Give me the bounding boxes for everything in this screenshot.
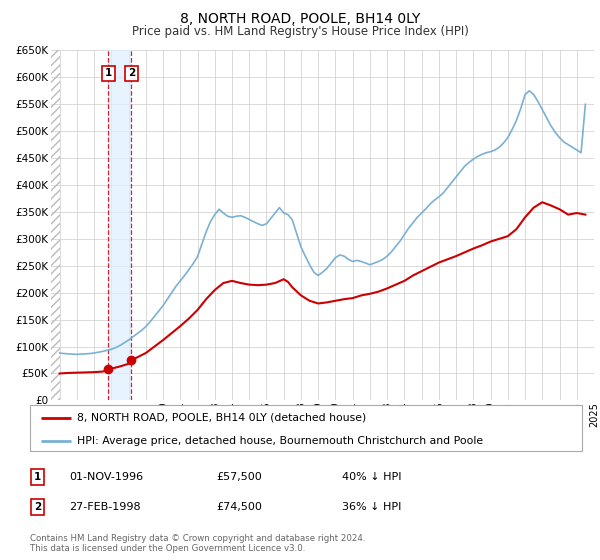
Text: 1: 1 <box>34 472 41 482</box>
Text: 2: 2 <box>128 68 135 78</box>
Text: 1: 1 <box>105 68 112 78</box>
Text: 8, NORTH ROAD, POOLE, BH14 0LY: 8, NORTH ROAD, POOLE, BH14 0LY <box>180 12 420 26</box>
Text: This data is licensed under the Open Government Licence v3.0.: This data is licensed under the Open Gov… <box>30 544 305 553</box>
Bar <box>109 50 131 400</box>
Text: £74,500: £74,500 <box>216 502 262 512</box>
Text: Contains HM Land Registry data © Crown copyright and database right 2024.: Contains HM Land Registry data © Crown c… <box>30 534 365 543</box>
Text: 01-NOV-1996: 01-NOV-1996 <box>69 472 143 482</box>
Text: 2: 2 <box>34 502 41 512</box>
Text: £57,500: £57,500 <box>216 472 262 482</box>
Text: 40% ↓ HPI: 40% ↓ HPI <box>342 472 401 482</box>
Text: HPI: Average price, detached house, Bournemouth Christchurch and Poole: HPI: Average price, detached house, Bour… <box>77 436 483 446</box>
Text: 36% ↓ HPI: 36% ↓ HPI <box>342 502 401 512</box>
Text: Price paid vs. HM Land Registry's House Price Index (HPI): Price paid vs. HM Land Registry's House … <box>131 25 469 38</box>
Text: 8, NORTH ROAD, POOLE, BH14 0LY (detached house): 8, NORTH ROAD, POOLE, BH14 0LY (detached… <box>77 413 366 423</box>
Bar <box>51 50 59 400</box>
Text: 27-FEB-1998: 27-FEB-1998 <box>69 502 140 512</box>
